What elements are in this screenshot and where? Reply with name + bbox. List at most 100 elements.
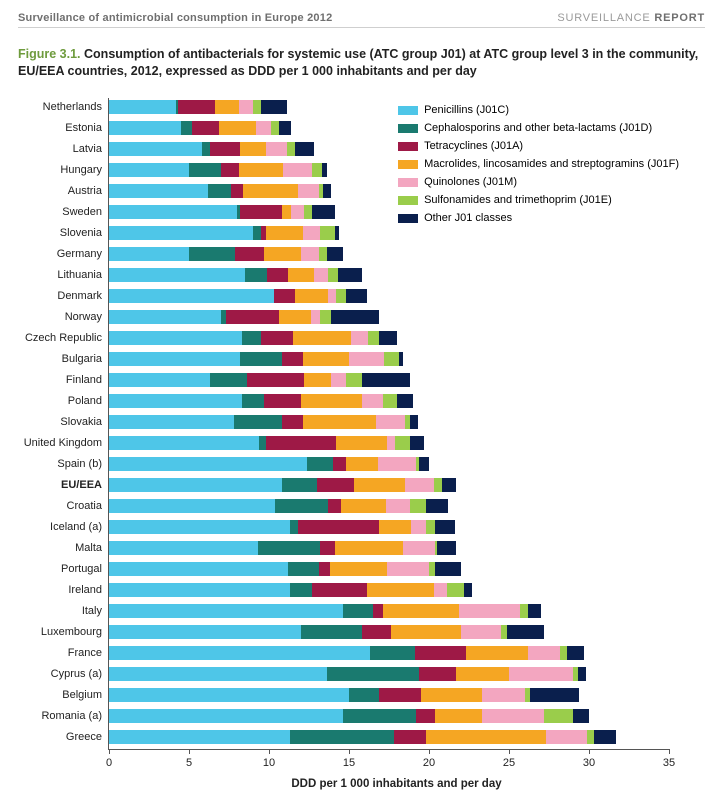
x-tick-label: 10 bbox=[263, 757, 275, 769]
bar-segment-sulfonamides bbox=[271, 121, 279, 135]
bar-segment-other bbox=[410, 415, 418, 429]
x-tick-label: 15 bbox=[343, 757, 355, 769]
bar-segment-other bbox=[261, 100, 287, 114]
figure-number: Figure 3.1. bbox=[18, 47, 81, 61]
stacked-bar bbox=[109, 247, 343, 261]
bar-segment-sulfonamides bbox=[328, 268, 338, 282]
bar-segment-macrolides bbox=[379, 520, 411, 534]
legend-label: Tetracyclines (J01A) bbox=[424, 138, 523, 155]
legend-item: Macrolides, lincosamides and streptogram… bbox=[398, 156, 679, 173]
bar-segment-penicillins bbox=[109, 373, 210, 387]
bar-segment-penicillins bbox=[109, 457, 307, 471]
chart-row: United Kingdom bbox=[109, 434, 669, 452]
bar-segment-macrolides bbox=[341, 499, 386, 513]
bar-segment-sulfonamides bbox=[520, 604, 528, 618]
legend-swatch bbox=[398, 106, 418, 115]
bar-segment-macrolides bbox=[336, 436, 387, 450]
chart-row: Norway bbox=[109, 308, 669, 326]
bar-segment-quinolones bbox=[376, 415, 405, 429]
country-label: Spain (b) bbox=[57, 455, 109, 473]
bar-segment-quinolones bbox=[378, 457, 416, 471]
stacked-bar bbox=[109, 478, 456, 492]
legend-swatch bbox=[398, 124, 418, 133]
legend-item: Other J01 classes bbox=[398, 210, 679, 227]
bar-segment-tetracyclines bbox=[282, 352, 303, 366]
stacked-bar bbox=[109, 184, 331, 198]
chart-row: Belgium bbox=[109, 686, 669, 704]
stacked-bar bbox=[109, 373, 410, 387]
bar-segment-other bbox=[578, 667, 586, 681]
bar-segment-other bbox=[464, 583, 472, 597]
chart-row: Germany bbox=[109, 245, 669, 263]
bar-segment-penicillins bbox=[109, 709, 343, 723]
bar-segment-quinolones bbox=[291, 205, 304, 219]
country-label: Italy bbox=[82, 602, 109, 620]
bar-segment-cephalosporins bbox=[242, 394, 264, 408]
bar-segment-quinolones bbox=[482, 709, 544, 723]
bar-segment-quinolones bbox=[461, 625, 501, 639]
bar-segment-tetracyclines bbox=[231, 184, 244, 198]
bar-segment-penicillins bbox=[109, 667, 327, 681]
legend-label: Cephalosporins and other beta-lactams (J… bbox=[424, 120, 652, 137]
bar-segment-macrolides bbox=[330, 562, 388, 576]
bar-segment-other bbox=[419, 457, 429, 471]
legend-label: Other J01 classes bbox=[424, 210, 512, 227]
bar-segment-macrolides bbox=[243, 184, 297, 198]
chart-row: France bbox=[109, 644, 669, 662]
bar-segment-tetracyclines bbox=[394, 730, 426, 744]
stacked-bar bbox=[109, 394, 413, 408]
bar-segment-penicillins bbox=[109, 415, 234, 429]
country-label: Czech Republic bbox=[25, 329, 109, 347]
stacked-bar bbox=[109, 457, 429, 471]
country-label: France bbox=[68, 644, 109, 662]
bar-segment-quinolones bbox=[301, 247, 319, 261]
country-label: Poland bbox=[68, 392, 109, 410]
bar-segment-other bbox=[295, 142, 314, 156]
bar-segment-macrolides bbox=[426, 730, 546, 744]
x-tick bbox=[509, 749, 510, 754]
bar-segment-tetracyclines bbox=[210, 142, 240, 156]
country-label: Ireland bbox=[68, 581, 109, 599]
chart-row: Croatia bbox=[109, 497, 669, 515]
bar-segment-tetracyclines bbox=[362, 625, 391, 639]
stacked-bar bbox=[109, 625, 544, 639]
header-right: SURVEILLANCE REPORT bbox=[557, 12, 705, 24]
bar-segment-quinolones bbox=[266, 142, 287, 156]
bar-segment-tetracyclines bbox=[320, 541, 334, 555]
bar-segment-other bbox=[327, 247, 343, 261]
bar-segment-macrolides bbox=[301, 394, 362, 408]
bar-segment-other bbox=[338, 268, 362, 282]
country-label: Iceland (a) bbox=[50, 518, 109, 536]
chart-row: Portugal bbox=[109, 560, 669, 578]
bar-segment-cephalosporins bbox=[240, 352, 282, 366]
bar-segment-penicillins bbox=[109, 184, 208, 198]
bar-segment-quinolones bbox=[387, 562, 429, 576]
bar-segment-penicillins bbox=[109, 520, 290, 534]
bar-segment-sulfonamides bbox=[447, 583, 465, 597]
bar-segment-cephalosporins bbox=[290, 583, 312, 597]
figure-title-text: Consumption of antibacterials for system… bbox=[18, 47, 698, 78]
legend-swatch bbox=[398, 160, 418, 169]
bar-segment-quinolones bbox=[403, 541, 435, 555]
country-label: Germany bbox=[57, 245, 109, 263]
bar-segment-macrolides bbox=[466, 646, 528, 660]
bar-segment-other bbox=[435, 520, 454, 534]
bar-segment-other bbox=[335, 226, 340, 240]
bar-segment-tetracyclines bbox=[240, 205, 282, 219]
bar-segment-tetracyclines bbox=[419, 667, 456, 681]
bar-segment-quinolones bbox=[298, 184, 319, 198]
stacked-bar bbox=[109, 562, 461, 576]
bar-segment-quinolones bbox=[311, 310, 321, 324]
bar-segment-other bbox=[379, 331, 397, 345]
bar-segment-tetracyclines bbox=[221, 163, 239, 177]
bar-segment-cephalosporins bbox=[343, 709, 417, 723]
bar-segment-cephalosporins bbox=[202, 142, 210, 156]
bar-segment-other bbox=[323, 184, 331, 198]
bar-segment-sulfonamides bbox=[395, 436, 409, 450]
bar-segment-other bbox=[322, 163, 327, 177]
country-label: Portugal bbox=[61, 560, 109, 578]
bar-segment-penicillins bbox=[109, 226, 253, 240]
bar-segment-cephalosporins bbox=[245, 268, 267, 282]
stacked-bar bbox=[109, 415, 418, 429]
bar-segment-sulfonamides bbox=[312, 163, 322, 177]
